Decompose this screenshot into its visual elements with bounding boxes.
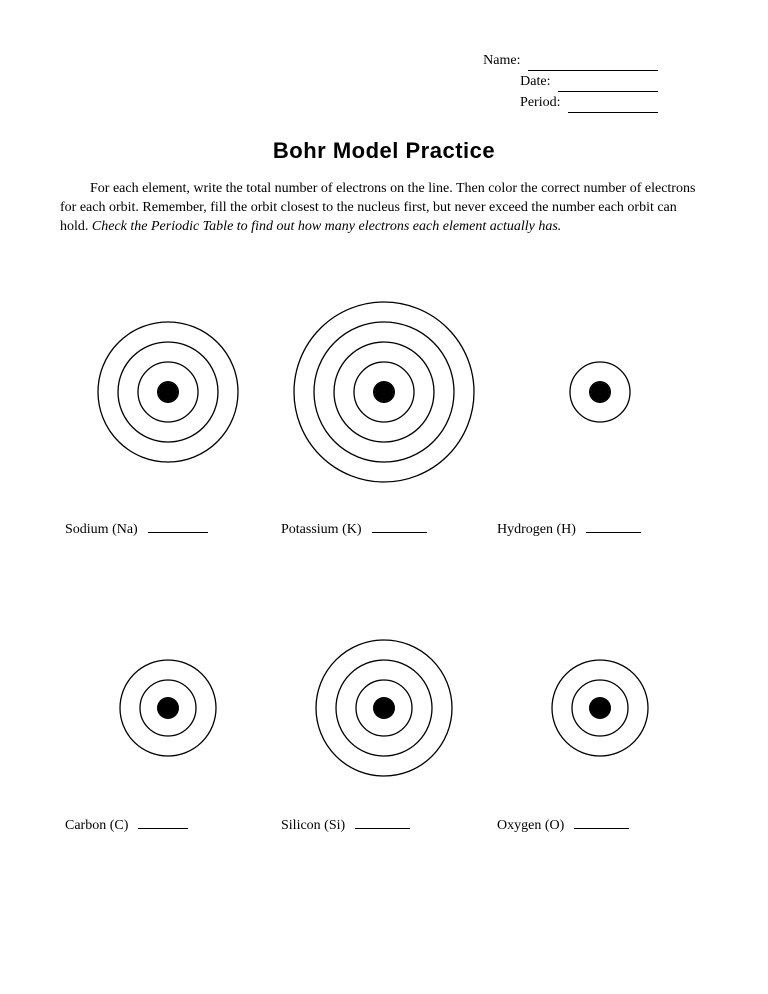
sodium-label: Sodium (Na): [65, 522, 138, 538]
potassium-answer-blank[interactable]: [372, 532, 427, 533]
instructions: For each element, write the total number…: [60, 180, 708, 237]
carbon-answer-blank[interactable]: [138, 828, 188, 829]
label-oxygen: Oxygen (O): [492, 818, 708, 834]
label-row-2: Carbon (C) Silicon (Si) Oxygen (O): [60, 818, 708, 834]
label-hydrogen: Hydrogen (H): [492, 522, 708, 538]
diagram-carbon: [60, 643, 276, 773]
period-label: Period:: [520, 95, 560, 110]
label-sodium: Sodium (Na): [60, 522, 276, 538]
diagram-silicon: [276, 628, 492, 788]
header-fields: Name: Date: Period:: [60, 50, 708, 113]
label-potassium: Potassium (K): [276, 522, 492, 538]
diagram-hydrogen: [492, 347, 708, 437]
oxygen-label: Oxygen (O): [497, 818, 564, 834]
hydrogen-label: Hydrogen (H): [497, 522, 576, 538]
diagram-sodium: [60, 307, 276, 477]
name-label: Name:: [483, 53, 520, 68]
hydrogen-answer-blank[interactable]: [586, 532, 641, 533]
potassium-label: Potassium (K): [281, 522, 362, 538]
date-label: Date:: [520, 74, 550, 89]
instructions-italic: Check the Periodic Table to find out how…: [92, 219, 561, 234]
period-blank[interactable]: [568, 112, 658, 113]
carbon-label: Carbon (C): [65, 818, 128, 834]
page-title: Bohr Model Practice: [60, 138, 708, 164]
silicon-answer-blank[interactable]: [355, 828, 410, 829]
sodium-answer-blank[interactable]: [148, 532, 208, 533]
oxygen-answer-blank[interactable]: [574, 828, 629, 829]
diagram-potassium: [276, 292, 492, 492]
label-carbon: Carbon (C): [60, 818, 276, 834]
diagram-row-1: [60, 292, 708, 492]
silicon-label: Silicon (Si): [281, 818, 345, 834]
label-row-1: Sodium (Na) Potassium (K) Hydrogen (H): [60, 522, 708, 538]
diagram-row-2: [60, 628, 708, 788]
diagram-oxygen: [492, 643, 708, 773]
label-silicon: Silicon (Si): [276, 818, 492, 834]
